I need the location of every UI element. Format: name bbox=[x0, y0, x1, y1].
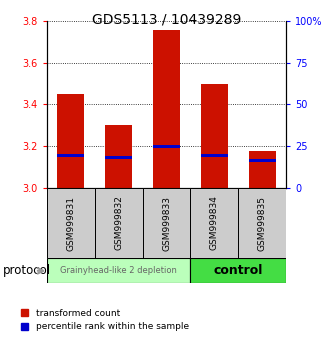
Bar bbox=[190, 188, 238, 258]
Text: GSM999835: GSM999835 bbox=[258, 195, 267, 251]
Bar bbox=[238, 188, 286, 258]
Bar bbox=[47, 188, 95, 258]
Bar bbox=[57, 154, 84, 157]
Bar bbox=[249, 159, 276, 162]
Text: control: control bbox=[214, 264, 263, 277]
Bar bbox=[143, 188, 190, 258]
Text: GSM999832: GSM999832 bbox=[114, 195, 123, 251]
Bar bbox=[47, 258, 190, 283]
Bar bbox=[105, 125, 132, 188]
Text: Grainyhead-like 2 depletion: Grainyhead-like 2 depletion bbox=[60, 266, 177, 275]
Bar bbox=[201, 154, 228, 157]
Legend: transformed count, percentile rank within the sample: transformed count, percentile rank withi… bbox=[21, 309, 189, 331]
Bar bbox=[153, 30, 180, 188]
Bar bbox=[190, 258, 286, 283]
Bar bbox=[105, 156, 132, 159]
Text: protocol: protocol bbox=[3, 264, 52, 277]
Text: GSM999834: GSM999834 bbox=[210, 195, 219, 251]
Text: GSM999833: GSM999833 bbox=[162, 195, 171, 251]
Text: GSM999831: GSM999831 bbox=[66, 195, 75, 251]
Bar bbox=[153, 144, 180, 148]
Bar bbox=[249, 151, 276, 188]
Text: GDS5113 / 10439289: GDS5113 / 10439289 bbox=[92, 12, 241, 27]
Bar bbox=[57, 94, 84, 188]
Bar bbox=[95, 188, 143, 258]
Bar bbox=[201, 84, 228, 188]
